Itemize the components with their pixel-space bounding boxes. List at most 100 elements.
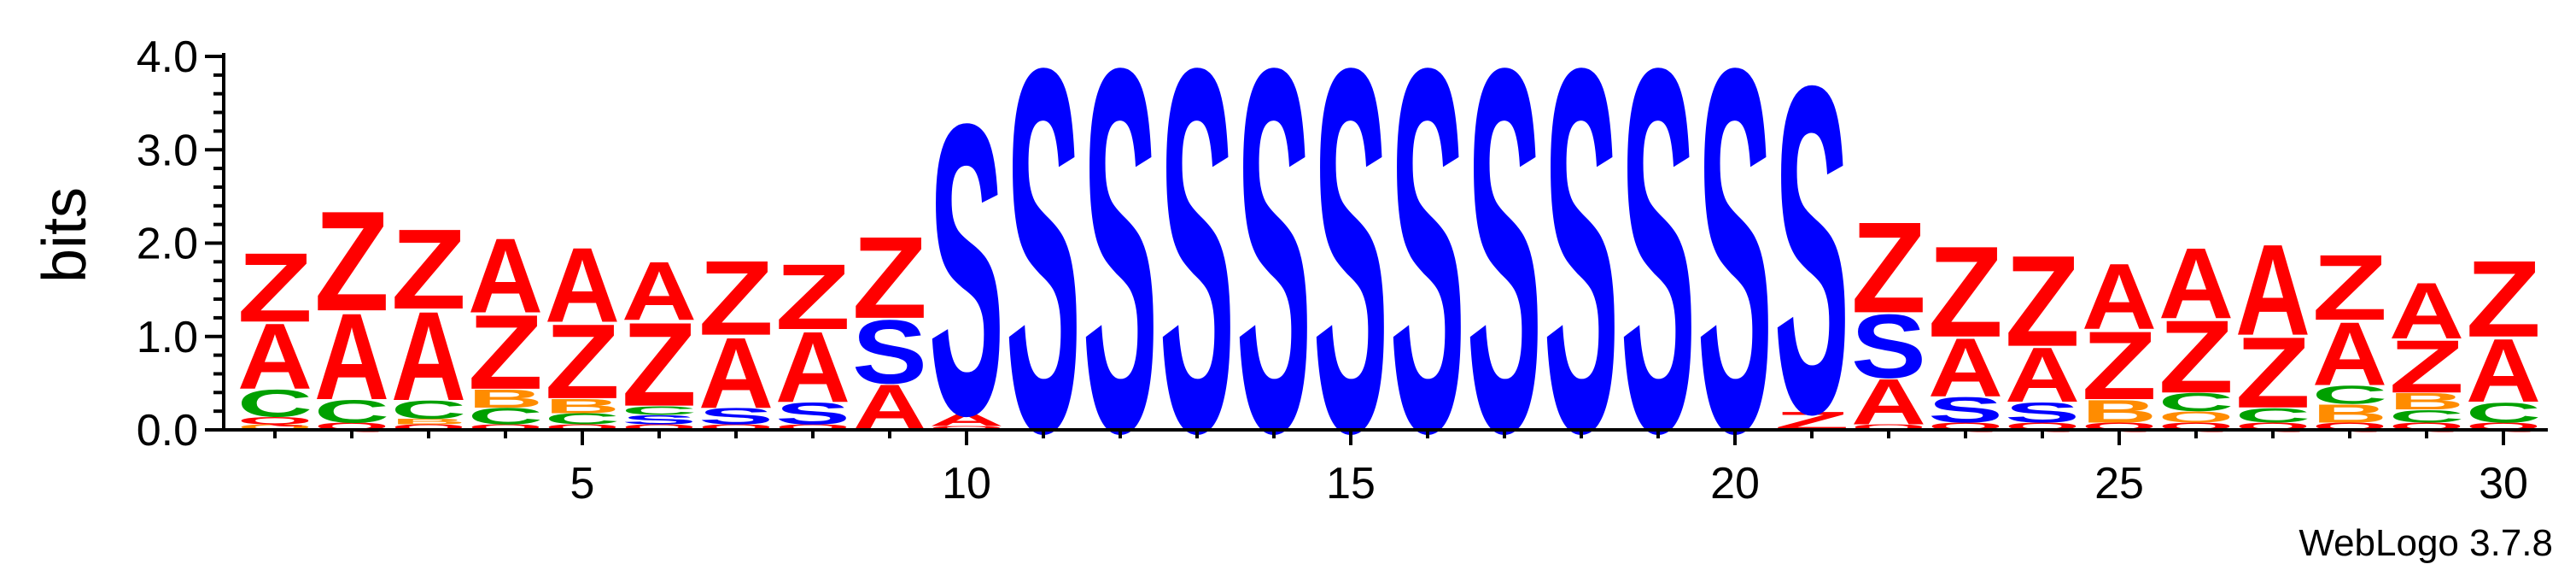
logo-letter-q: Q: [391, 423, 466, 432]
logo-letter-s: S: [852, 302, 927, 403]
logo-letter-a: A: [929, 409, 1004, 430]
logo-letter-c: C: [237, 382, 313, 425]
logo-letter-c: C: [468, 403, 543, 430]
logo-letter-z: Z: [622, 299, 697, 432]
logo-letter-s: S: [1467, 0, 1542, 541]
x-axis: 5 10 15 20 25 30: [224, 428, 2548, 508]
logo-letter-z: Z: [2312, 236, 2387, 340]
logo-letter-z: Z: [2158, 299, 2234, 415]
y-tick-label: 2.0: [137, 220, 198, 269]
logo-letter-a: A: [545, 226, 620, 344]
logo-letter-b: B: [2082, 393, 2157, 429]
logo-letter-c: C: [2466, 397, 2541, 428]
logo-letter-z: Z: [391, 206, 466, 333]
logo-letter-c: C: [2158, 388, 2234, 417]
logo-letter-b: B: [545, 394, 620, 417]
logo-letter-a: A: [622, 245, 697, 338]
logo-letter-q: Q: [545, 423, 620, 432]
x-tick-label: 15: [1326, 459, 1376, 508]
logo-letter-q: Q: [775, 423, 850, 432]
x-tick-label: 10: [942, 459, 991, 508]
logo-letter-a: A: [468, 217, 543, 335]
logo-letter-z: Z: [1928, 220, 2003, 364]
logo-letter-s: S: [1390, 0, 1465, 541]
logo-letter-s: S: [1697, 0, 1773, 541]
logo-letter-z: Z: [2005, 229, 2080, 373]
logo-letter-z: Z: [468, 292, 543, 412]
logo-letter-b: B: [391, 417, 466, 426]
logo-letter-q: Q: [929, 425, 1004, 431]
logo-letter-a: A: [2005, 332, 2080, 419]
logo-letter-z: Z: [775, 245, 850, 350]
logo-letter-o: O: [2158, 408, 2234, 426]
y-tick-label: 4.0: [137, 32, 198, 82]
logo-letter-q: Q: [237, 415, 313, 427]
logo-letter-a: A: [2466, 320, 2541, 421]
logo-letter-c: C: [314, 393, 389, 429]
logo-letter-s: S: [622, 413, 697, 427]
logo-letter-s: S: [1544, 0, 1619, 541]
x-tick-label: 25: [2094, 459, 2144, 508]
logo-letter-s: S: [2005, 397, 2080, 428]
logo-letter-z: Z: [852, 212, 927, 343]
logo-letter-s: S: [1159, 0, 1235, 541]
logo-letter-z: Z: [2235, 316, 2310, 429]
logo-letter-a: A: [2158, 226, 2234, 339]
logo-letter-a: A: [2389, 266, 2464, 356]
logo-letter-a: A: [775, 311, 850, 424]
plot-area: OQCAZQCAZQBCAZQCBZAQCBZAQSCZAQSAZQSAZASZ…: [237, 0, 2541, 541]
logo-letter-s: S: [929, 38, 1004, 502]
logo-letter-s: S: [1006, 0, 1081, 541]
logo-letter-c: C: [545, 410, 620, 427]
logo-letter-q: Q: [622, 423, 697, 432]
logo-letter-b: B: [2312, 399, 2387, 428]
x-tick-label: 30: [2479, 459, 2528, 508]
logo-letter-z: Z: [314, 182, 389, 341]
logo-letter-s: S: [1851, 297, 1926, 397]
logo-letter-s: S: [1621, 0, 1696, 541]
logo-letter-z: Z: [2082, 310, 2157, 420]
logo-letter-z: Z: [698, 238, 774, 358]
logo-letter-z: Z: [237, 232, 313, 343]
logo-letter-c: C: [622, 403, 697, 418]
logo-letter-a: A: [1851, 366, 1926, 438]
x-tick-label: 5: [570, 459, 595, 508]
logo-letter-s: S: [1774, 0, 1849, 511]
y-axis-label: bits: [31, 187, 99, 283]
logo-letter-o: O: [237, 423, 313, 432]
logo-letter-c: C: [391, 396, 466, 425]
weblogo-credit: WebLogo 3.7.8: [2299, 522, 2553, 564]
x-tick-label: 20: [1710, 459, 1760, 508]
logo-letter-z: Z: [2466, 238, 2541, 359]
logo-letter-s: S: [1928, 390, 2003, 431]
logo-letter-a: A: [314, 288, 389, 426]
logo-letter-b: B: [468, 384, 543, 413]
logo-letter-s: S: [1236, 0, 1311, 541]
y-tick-label: 0.0: [137, 406, 198, 455]
logo-letter-z: Z: [1851, 196, 1926, 340]
logo-letter-a: A: [237, 304, 313, 409]
logo-letter-q: Q: [1851, 423, 1926, 432]
logo-letter-c: C: [2312, 380, 2387, 409]
logo-letter-a: A: [698, 316, 774, 429]
logo-letter-s: S: [775, 396, 850, 431]
logo-letter-s: S: [1083, 0, 1158, 541]
logo-letter-a: A: [1928, 321, 2003, 414]
logo-letter-z: Z: [545, 302, 620, 421]
logo-letter-z: Z: [2389, 325, 2464, 408]
logo-letter-a: A: [391, 285, 466, 426]
logo-letter-c: C: [2389, 406, 2464, 426]
logo-letter-s: S: [698, 403, 774, 429]
logo-letter-q: Q: [698, 423, 774, 432]
y-tick-label: 1.0: [137, 313, 198, 362]
logo-letter-q: Q: [468, 423, 543, 432]
logo-letter-c: C: [2235, 403, 2310, 426]
logo-letter-a: A: [2082, 244, 2157, 350]
logo-letter-s: S: [1313, 0, 1388, 541]
logo-letter-a: A: [2312, 304, 2387, 405]
y-axis: 0.0 1.0 2.0 3.0 4.0: [137, 32, 225, 455]
logo-letter-b: B: [2389, 388, 2464, 414]
y-tick-label: 3.0: [137, 126, 198, 175]
logo-letter-a: A: [2235, 218, 2310, 363]
